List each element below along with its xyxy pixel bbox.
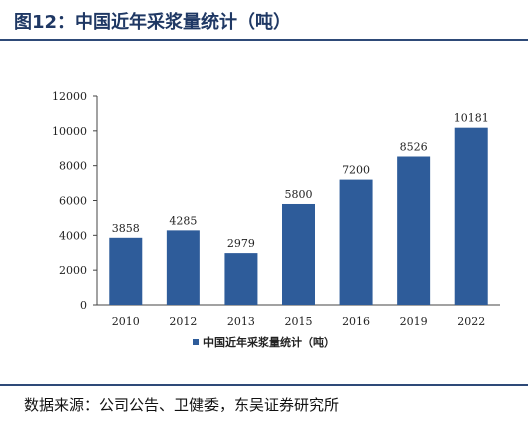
y-tick-label: 0 [80,299,87,312]
x-tick-label: 2012 [169,315,197,328]
bar [397,156,431,305]
bottom-rule [0,384,528,386]
source-note: 数据来源：公司公告、卫健委，东吴证券研究所 [24,396,340,414]
y-tick-label: 6000 [59,195,87,208]
x-tick-label: 2022 [457,315,485,328]
bar [282,203,315,305]
bar [166,230,200,305]
data-label: 4285 [169,214,197,227]
data-label: 8526 [400,141,428,154]
bar [339,179,373,305]
legend-label: 中国近年采浆量统计（吨） [203,335,335,349]
data-label: 2979 [227,237,255,250]
x-tick-label: 2015 [285,315,313,328]
y-tick-label: 4000 [59,229,87,242]
bar [224,253,258,305]
top-rule [0,39,528,41]
legend-swatch [193,339,199,345]
x-tick-label: 2019 [400,315,428,328]
y-tick-label: 12000 [52,90,87,103]
x-tick-label: 2016 [342,315,370,328]
data-label: 7200 [342,164,370,177]
y-tick-label: 10000 [52,125,87,138]
data-label: 5800 [285,188,313,201]
bar-chart: 0 2000 4000 6000 8000 10000 12000 3858 2010 4285 2… [52,90,500,349]
x-tick-label: 2013 [227,315,255,328]
data-label: 3858 [112,222,140,235]
bar [109,237,143,305]
x-tick-label: 2010 [112,315,140,328]
figure-title: 图12：中国近年采浆量统计（吨） [14,12,292,33]
y-tick-label: 8000 [59,160,87,173]
data-label: 10181 [454,112,489,125]
bar [454,127,488,306]
y-tick-label: 2000 [59,264,87,277]
